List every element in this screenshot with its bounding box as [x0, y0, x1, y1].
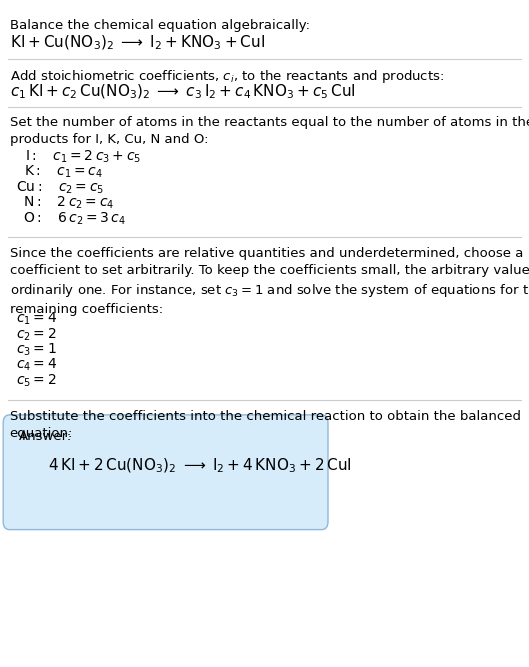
Text: $\mathrm{Cu{:}}\quad c_2 = c_5$: $\mathrm{Cu{:}}\quad c_2 = c_5$	[16, 179, 104, 196]
Text: $c_3 = 1$: $c_3 = 1$	[16, 342, 57, 358]
Text: $c_4 = 4$: $c_4 = 4$	[16, 357, 57, 374]
Text: Add stoichiometric coefficients, $c_i$, to the reactants and products:: Add stoichiometric coefficients, $c_i$, …	[10, 68, 444, 85]
Text: $\mathrm{I{:}}\quad c_1 = 2\,c_3 + c_5$: $\mathrm{I{:}}\quad c_1 = 2\,c_3 + c_5$	[25, 149, 142, 165]
Text: $c_1 = 4$: $c_1 = 4$	[16, 311, 57, 327]
Text: Answer:: Answer:	[19, 430, 72, 442]
Text: Substitute the coefficients into the chemical reaction to obtain the balanced
eq: Substitute the coefficients into the che…	[10, 410, 521, 440]
FancyBboxPatch shape	[3, 415, 328, 530]
Text: $\mathrm{4\,KI + 2\,Cu(NO_3)_2 \;\longrightarrow\; I_2 + 4\,KNO_3 + 2\,CuI}$: $\mathrm{4\,KI + 2\,Cu(NO_3)_2 \;\longri…	[48, 456, 351, 475]
Text: $\mathrm{KI + Cu(NO_3)_2 \;\longrightarrow\; I_2 + KNO_3 + CuI}$: $\mathrm{KI + Cu(NO_3)_2 \;\longrightarr…	[10, 33, 264, 52]
Text: Since the coefficients are relative quantities and underdetermined, choose a
coe: Since the coefficients are relative quan…	[10, 247, 529, 315]
Text: $\mathrm{O{:}}\quad 6\,c_2 = 3\,c_4$: $\mathrm{O{:}}\quad 6\,c_2 = 3\,c_4$	[23, 210, 126, 227]
Text: $c_1\,\mathrm{KI} + c_2\,\mathrm{Cu(NO_3)_2} \;\longrightarrow\; c_3\,\mathrm{I_: $c_1\,\mathrm{KI} + c_2\,\mathrm{Cu(NO_3…	[10, 83, 355, 101]
Text: $\mathrm{K{:}}\quad c_1 = c_4$: $\mathrm{K{:}}\quad c_1 = c_4$	[24, 164, 103, 181]
Text: Balance the chemical equation algebraically:: Balance the chemical equation algebraica…	[10, 19, 309, 31]
Text: Set the number of atoms in the reactants equal to the number of atoms in the
pro: Set the number of atoms in the reactants…	[10, 116, 529, 146]
Text: $\mathrm{N{:}}\quad 2\,c_2 = c_4$: $\mathrm{N{:}}\quad 2\,c_2 = c_4$	[23, 195, 115, 211]
Text: $c_5 = 2$: $c_5 = 2$	[16, 372, 57, 389]
Text: $c_2 = 2$: $c_2 = 2$	[16, 326, 57, 343]
